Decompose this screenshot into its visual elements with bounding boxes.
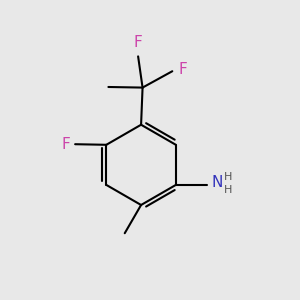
Text: N: N [212, 175, 223, 190]
Text: F: F [178, 62, 187, 77]
Text: H: H [224, 172, 232, 182]
Text: F: F [134, 35, 142, 50]
Text: H: H [224, 185, 232, 195]
Text: F: F [61, 137, 70, 152]
